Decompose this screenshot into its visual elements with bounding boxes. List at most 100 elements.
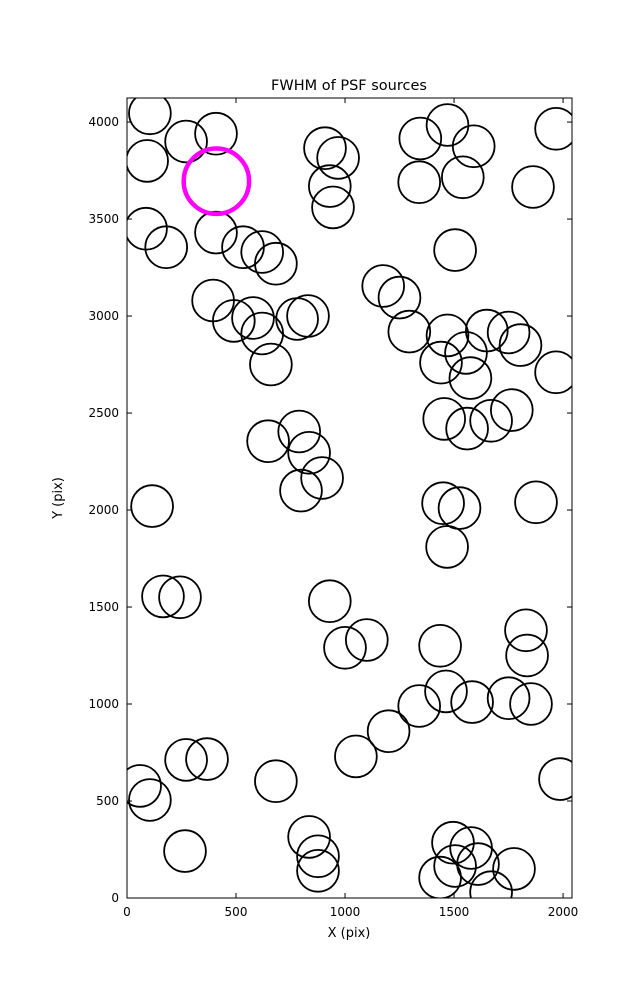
psf-circle xyxy=(469,870,513,898)
psf-circle xyxy=(127,764,162,808)
psf-circle xyxy=(344,618,389,662)
tick-label: 0 xyxy=(111,891,119,905)
psf-circle xyxy=(397,160,442,205)
highlighted-psf-circle xyxy=(181,146,252,217)
psf-circle xyxy=(144,225,189,270)
x-axis-label: X (pix) xyxy=(328,926,371,941)
psf-circle xyxy=(323,625,367,670)
chart-title: FWHM of PSF sources xyxy=(271,78,427,94)
psf-circle xyxy=(437,486,482,530)
psf-circle xyxy=(504,608,548,653)
psf-circle xyxy=(492,847,536,891)
psf-circle xyxy=(421,481,465,526)
psf-circle xyxy=(387,309,432,354)
psf-circle xyxy=(469,398,513,443)
tick-label: 0 xyxy=(123,905,131,919)
psf-circle xyxy=(486,676,531,720)
tick-label: 2000 xyxy=(548,905,579,919)
psf-circle xyxy=(316,136,360,180)
y-axis-label: Y (pix) xyxy=(51,477,66,520)
psf-circle xyxy=(425,103,470,147)
psf-circle xyxy=(425,525,469,569)
psf-circle xyxy=(287,815,331,859)
psf-circle xyxy=(334,734,378,779)
psf-circles-layer xyxy=(127,98,572,898)
psf-circle xyxy=(279,468,323,513)
psf-circle xyxy=(254,241,298,286)
psf-circle xyxy=(418,855,462,898)
psf-circle xyxy=(534,107,572,151)
psf-circle xyxy=(277,409,322,454)
psf-circle xyxy=(445,406,489,451)
psf-circle xyxy=(128,98,172,136)
psf-circle xyxy=(249,342,293,387)
psf-circle xyxy=(489,388,534,432)
psf-circle xyxy=(511,165,555,209)
psf-circle xyxy=(366,709,411,753)
psf-circle xyxy=(296,848,340,893)
psf-circle xyxy=(164,119,208,164)
psf-circle xyxy=(307,164,352,208)
tick-label: 3500 xyxy=(88,212,119,226)
psf-circle xyxy=(300,456,344,500)
psf-circle xyxy=(231,296,275,340)
tick-label: 500 xyxy=(96,794,119,808)
psf-circle xyxy=(450,680,494,724)
psf-circle xyxy=(311,185,355,230)
psf-circle xyxy=(425,313,470,358)
psf-circle xyxy=(194,210,238,255)
psf-circle xyxy=(361,264,406,308)
psf-circle xyxy=(185,737,229,781)
psf-circle xyxy=(296,834,340,879)
psf-circle xyxy=(424,669,468,714)
ticks-layer: 0 500 1000 1500 2000 0 500 1000 1500 2000 2500 3000… xyxy=(88,98,578,919)
tick-label: 2500 xyxy=(88,406,119,420)
psf-circle xyxy=(433,844,477,888)
psf-circle xyxy=(440,155,485,200)
psf-circle xyxy=(128,778,172,822)
psf-circle xyxy=(538,757,572,801)
psf-circle xyxy=(286,294,330,338)
psf-circle xyxy=(130,484,174,528)
tick-label: 500 xyxy=(225,905,248,919)
psf-circle xyxy=(514,480,558,525)
psf-circle xyxy=(163,829,207,873)
psf-circle xyxy=(418,623,462,668)
psf-circle xyxy=(194,111,238,156)
tick-label: 4000 xyxy=(88,115,119,129)
psf-circle xyxy=(240,230,285,274)
tick-label: 3000 xyxy=(88,309,119,323)
psf-circle xyxy=(456,842,500,886)
psf-circle xyxy=(486,310,531,355)
psf-circle xyxy=(448,356,493,400)
psf-circle xyxy=(397,684,442,728)
psf-circle xyxy=(307,579,352,623)
psf-circle xyxy=(246,419,290,464)
psf-circle xyxy=(505,633,549,678)
psf-circle xyxy=(398,116,443,161)
psf-circle xyxy=(287,430,331,475)
psf-circle xyxy=(254,759,298,803)
psf-circle xyxy=(433,228,477,272)
psf-circle xyxy=(158,575,202,620)
psf-circle xyxy=(464,308,509,353)
psf-circle xyxy=(498,323,543,367)
psf-circle xyxy=(212,299,256,343)
axes-frame xyxy=(126,97,573,899)
tick-label: 1500 xyxy=(88,600,119,614)
psf-circle xyxy=(509,682,553,726)
psf-circle xyxy=(377,275,422,320)
psf-circle xyxy=(534,350,572,395)
psf-circle xyxy=(141,574,185,619)
tick-label: 1000 xyxy=(88,697,119,711)
psf-circle xyxy=(422,397,467,441)
tick-label: 1000 xyxy=(330,905,361,919)
psf-circle xyxy=(451,124,496,169)
psf-circle xyxy=(419,340,463,385)
tick-label: 2000 xyxy=(88,503,119,517)
psf-circle xyxy=(164,738,208,782)
tick-label: 1500 xyxy=(439,905,470,919)
psf-circle xyxy=(127,139,169,183)
